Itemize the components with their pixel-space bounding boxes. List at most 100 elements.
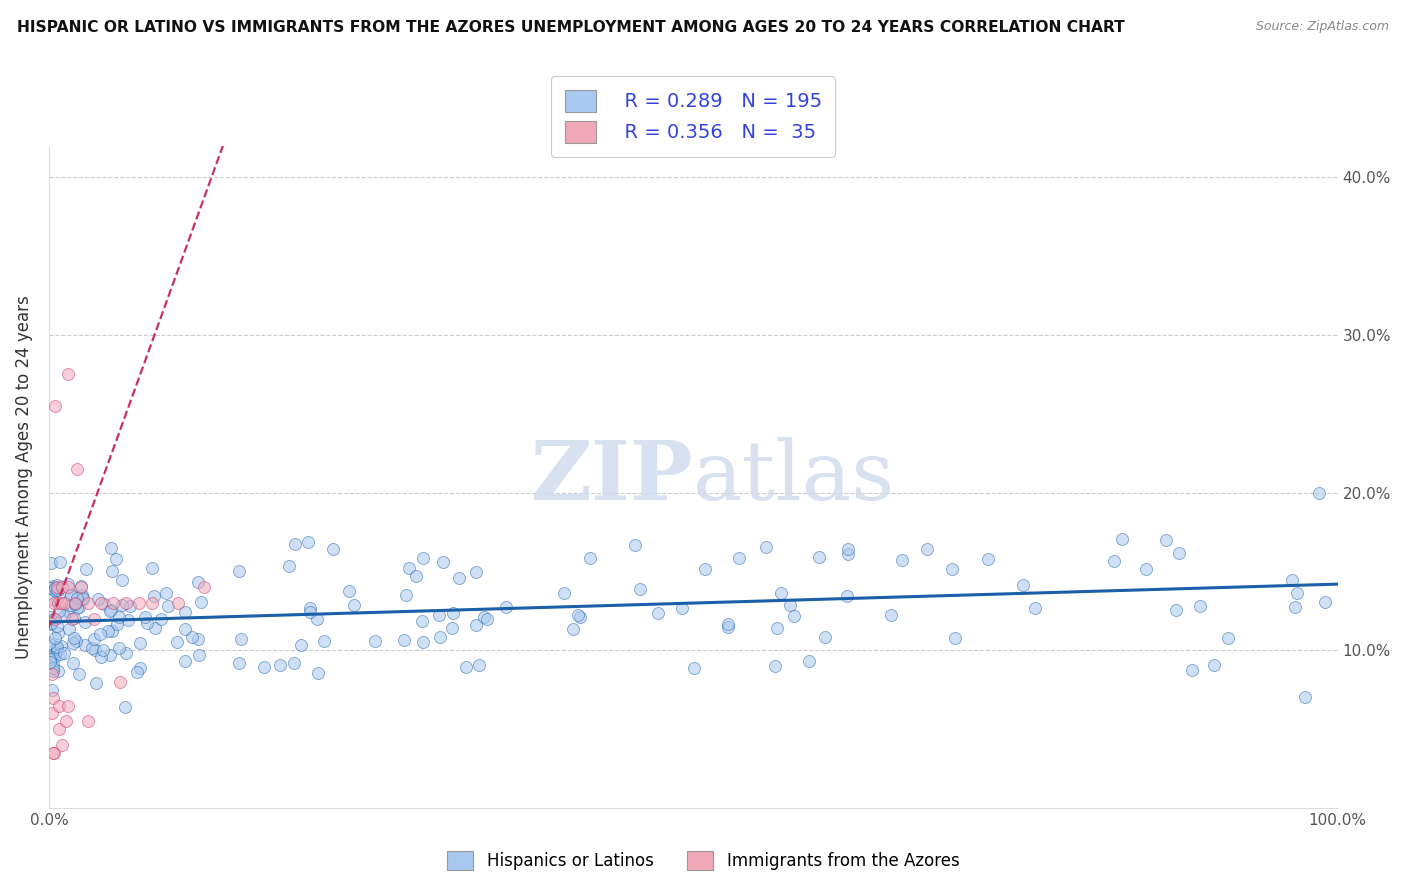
Point	[115, 646, 138, 660]
Point	[193, 580, 215, 594]
Point	[44, 649, 66, 664]
Point	[307, 665, 329, 680]
Point	[628, 582, 651, 597]
Point	[56, 577, 79, 591]
Point	[84, 676, 107, 690]
Point	[41, 706, 63, 721]
Point	[83, 632, 105, 646]
Point	[48, 590, 70, 604]
Point	[100, 541, 122, 556]
Point	[39, 655, 62, 669]
Point	[46, 578, 69, 592]
Point	[48, 604, 70, 618]
Point	[49, 639, 72, 653]
Point	[103, 596, 125, 610]
Point	[141, 596, 163, 610]
Point	[1202, 658, 1225, 673]
Point	[562, 623, 585, 637]
Point	[46, 640, 69, 654]
Point	[48, 581, 70, 595]
Point	[1168, 546, 1191, 560]
Point	[1218, 631, 1240, 645]
Point	[228, 656, 250, 670]
Point	[75, 615, 97, 629]
Point	[58, 368, 80, 382]
Point	[647, 606, 669, 620]
Point	[322, 542, 344, 557]
Point	[84, 643, 107, 657]
Point	[42, 690, 65, 705]
Point	[465, 566, 488, 580]
Point	[66, 600, 89, 615]
Text: ZIP: ZIP	[530, 437, 693, 516]
Point	[447, 571, 470, 585]
Point	[67, 599, 90, 614]
Point	[58, 698, 80, 713]
Point	[97, 624, 120, 638]
Point	[41, 615, 63, 630]
Point	[41, 591, 63, 606]
Point	[41, 683, 63, 698]
Point	[1102, 554, 1125, 568]
Y-axis label: Unemployment Among Ages 20 to 24 years: Unemployment Among Ages 20 to 24 years	[15, 295, 32, 659]
Point	[728, 550, 751, 565]
Point	[62, 636, 84, 650]
Point	[429, 630, 451, 644]
Point	[42, 657, 65, 672]
Point	[364, 634, 387, 648]
Point	[58, 622, 80, 636]
Point	[114, 700, 136, 714]
Point	[45, 619, 67, 633]
Point	[135, 615, 157, 630]
Point	[101, 624, 124, 638]
Point	[100, 602, 122, 616]
Point	[41, 579, 63, 593]
Point	[59, 599, 82, 613]
Point	[411, 614, 433, 628]
Point	[228, 565, 250, 579]
Point	[392, 633, 415, 648]
Point	[1313, 595, 1336, 609]
Point	[412, 635, 434, 649]
Point	[405, 568, 427, 582]
Text: Source: ZipAtlas.com: Source: ZipAtlas.com	[1256, 20, 1389, 33]
Point	[495, 599, 517, 614]
Point	[187, 574, 209, 589]
Point	[475, 612, 498, 626]
Point	[837, 547, 859, 561]
Point	[253, 660, 276, 674]
Point	[799, 653, 821, 667]
Point	[42, 746, 65, 760]
Point	[42, 746, 65, 760]
Point	[157, 599, 180, 613]
Point	[39, 610, 62, 624]
Point	[763, 659, 786, 673]
Point	[104, 552, 127, 566]
Point	[48, 664, 70, 678]
Point	[174, 605, 197, 619]
Point	[766, 621, 789, 635]
Point	[38, 582, 60, 596]
Point	[837, 542, 859, 557]
Point	[63, 597, 86, 611]
Legend:   R = 0.289   N = 195,   R = 0.356   N =  35: R = 0.289 N = 195, R = 0.356 N = 35	[551, 76, 835, 157]
Point	[290, 638, 312, 652]
Point	[75, 562, 97, 576]
Point	[1188, 599, 1211, 614]
Point	[49, 647, 72, 661]
Point	[166, 635, 188, 649]
Text: HISPANIC OR LATINO VS IMMIGRANTS FROM THE AZORES UNEMPLOYMENT AMONG AGES 20 TO 2: HISPANIC OR LATINO VS IMMIGRANTS FROM TH…	[17, 20, 1125, 35]
Point	[63, 631, 86, 645]
Point	[1111, 533, 1133, 547]
Point	[90, 650, 112, 665]
Point	[39, 557, 62, 571]
Point	[1024, 600, 1046, 615]
Point	[58, 580, 80, 594]
Point	[312, 634, 335, 648]
Point	[59, 588, 82, 602]
Point	[48, 698, 70, 713]
Point	[412, 550, 434, 565]
Point	[465, 618, 488, 632]
Point	[38, 636, 60, 650]
Point	[1135, 562, 1157, 576]
